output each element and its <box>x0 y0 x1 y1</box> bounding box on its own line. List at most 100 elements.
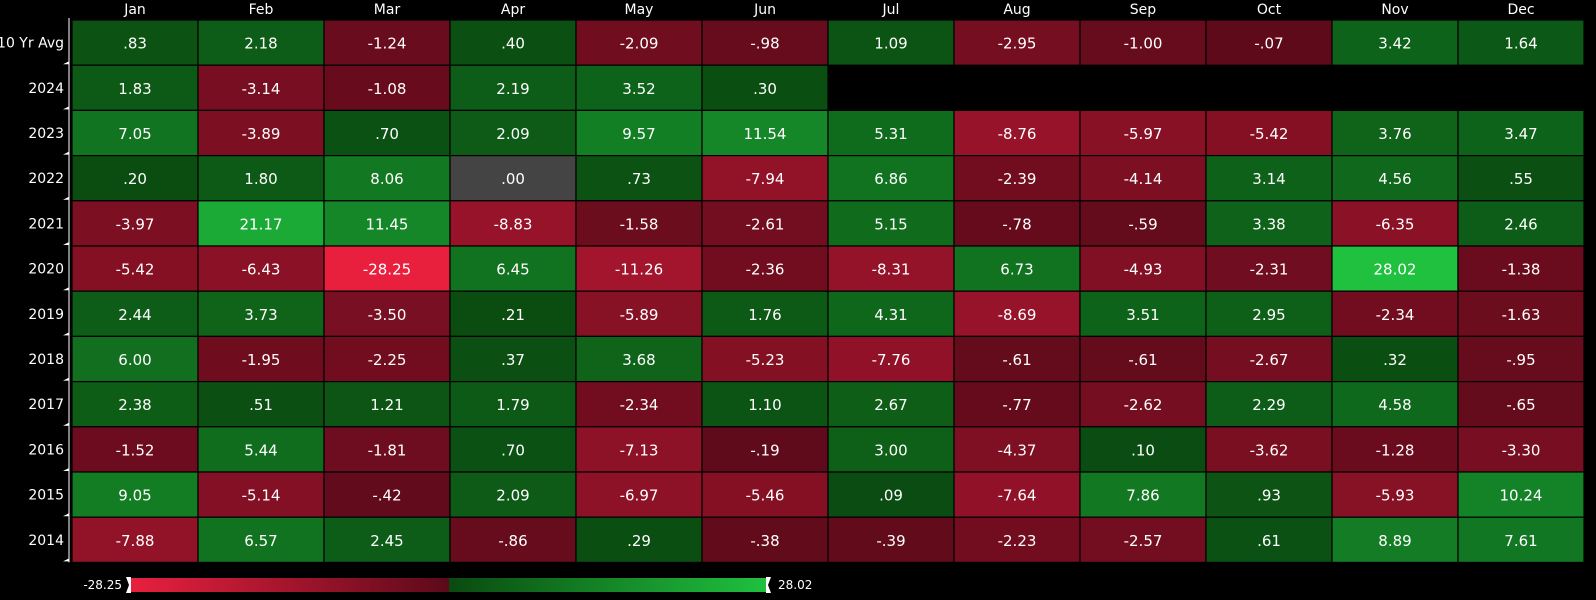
heatmap-cell <box>827 426 955 473</box>
cell-value-label: -2.57 <box>1124 532 1163 550</box>
cell-value-label: 1.10 <box>748 396 781 414</box>
cell-value-label: 1.83 <box>118 80 151 98</box>
row-label: 2021 <box>28 216 64 232</box>
cell-value-label: 4.31 <box>874 306 907 324</box>
scale-max-handle[interactable] <box>766 577 771 593</box>
heatmap-cell <box>701 200 829 247</box>
color-scale-positive <box>449 578 766 592</box>
cell-value-label: 1.76 <box>748 306 781 324</box>
heatmap-cell <box>323 64 451 111</box>
cell-value-label: 6.73 <box>1000 261 1033 279</box>
cell-value-label: -5.97 <box>1124 125 1163 143</box>
cell-value-label: 7.61 <box>1504 532 1537 550</box>
heatmap-cell <box>1079 290 1207 338</box>
column-header-jan: Jan <box>123 2 146 18</box>
heatmap-cell <box>701 426 829 473</box>
cell-value-label: -.38 <box>750 532 779 550</box>
column-header-nov: Nov <box>1381 2 1408 18</box>
heatmap-cell <box>1079 19 1207 66</box>
cell-value-label: -2.34 <box>1376 306 1415 324</box>
heatmap-cell <box>575 381 703 428</box>
cell-value-label: 9.57 <box>622 125 655 143</box>
heatmap-cell <box>1331 109 1459 157</box>
cell-value-label: 3.76 <box>1378 125 1411 143</box>
cell-value-label: -3.50 <box>368 306 407 324</box>
row-label: 2022 <box>28 171 64 187</box>
heatmap-cell <box>1079 245 1207 292</box>
heatmap-cell <box>71 245 199 292</box>
heatmap-cell <box>1205 471 1333 518</box>
cell-value-label: -5.93 <box>1376 487 1415 505</box>
cell-value-label: -1.52 <box>116 441 155 459</box>
cell-value-label: -2.34 <box>620 396 659 414</box>
cell-value-label: -8.83 <box>494 215 533 233</box>
cell-value-label: -.95 <box>1506 351 1535 369</box>
scale-min-label: -28.25 <box>83 578 122 592</box>
cell-value-label: 3.73 <box>244 306 277 324</box>
heatmap-cell <box>701 516 829 564</box>
heatmap-cell <box>197 155 325 202</box>
row-tick-mark <box>63 287 69 291</box>
cell-value-label: -5.89 <box>620 306 659 324</box>
column-header-jun: Jun <box>753 2 776 18</box>
heatmap-cell <box>1079 381 1207 428</box>
cell-value-label: 6.57 <box>244 532 277 550</box>
cell-value-label: .20 <box>123 170 147 188</box>
heatmap-cell <box>953 245 1081 292</box>
cell-value-label: -3.62 <box>1250 441 1289 459</box>
heatmap-cell <box>323 516 451 564</box>
cell-value-label: -.77 <box>1002 396 1031 414</box>
heatmap-cell <box>1457 426 1585 473</box>
cell-value-label: .70 <box>375 125 399 143</box>
cell-value-label: .55 <box>1509 170 1533 188</box>
heatmap-cell <box>71 109 199 157</box>
scale-min-handle[interactable] <box>126 577 131 593</box>
cell-value-label: 2.46 <box>1504 215 1537 233</box>
cell-value-label: -.65 <box>1506 396 1535 414</box>
cell-value-label: 2.09 <box>496 487 529 505</box>
cell-value-label: .29 <box>627 532 651 550</box>
heatmap-cell <box>1331 381 1459 428</box>
cell-value-label: .93 <box>1257 487 1281 505</box>
heatmap-cell <box>827 335 955 383</box>
heatmap-cell <box>197 64 325 111</box>
heatmap-cell <box>827 471 955 518</box>
row-tick-mark <box>63 558 69 562</box>
cell-value-label: -2.61 <box>746 215 785 233</box>
row-label: 2024 <box>28 81 64 97</box>
cell-value-label: .30 <box>753 80 777 98</box>
heatmap-cell <box>323 155 451 202</box>
cell-value-label: -1.81 <box>368 441 407 459</box>
heatmap-cell <box>323 290 451 338</box>
heatmap-cell <box>1205 109 1333 157</box>
heatmap-cell <box>575 335 703 383</box>
cell-value-label: -2.36 <box>746 261 785 279</box>
heatmap-cell <box>827 290 955 338</box>
cell-value-label: 8.06 <box>370 170 403 188</box>
scale-max-label: 28.02 <box>778 578 812 592</box>
cell-value-label: -7.76 <box>872 351 911 369</box>
heatmap-cell <box>701 245 829 292</box>
row-label: 2015 <box>28 488 64 504</box>
cell-value-label: 6.86 <box>874 170 907 188</box>
cell-value-label: .09 <box>879 487 903 505</box>
row-label: 2017 <box>28 397 64 413</box>
heatmap-cell <box>1457 109 1585 157</box>
heatmap-cell <box>1205 200 1333 247</box>
heatmap-cell <box>323 335 451 383</box>
cell-value-label: .32 <box>1383 351 1407 369</box>
heatmap-cell <box>449 381 577 428</box>
heatmap-cell <box>71 290 199 338</box>
cell-value-label: -6.35 <box>1376 215 1415 233</box>
heatmap-cell <box>1457 516 1585 564</box>
row-tick-mark <box>63 196 69 200</box>
heatmap-cell <box>701 109 829 157</box>
cell-value-label: 6.00 <box>118 351 151 369</box>
heatmap-cell <box>1331 245 1459 292</box>
heatmap-cell <box>1079 200 1207 247</box>
cell-value-label: -5.14 <box>242 487 281 505</box>
cell-value-label: 2.09 <box>496 125 529 143</box>
column-header-aug: Aug <box>1003 2 1030 18</box>
heatmap-cell <box>323 471 451 518</box>
cell-value-label: 2.44 <box>118 306 151 324</box>
